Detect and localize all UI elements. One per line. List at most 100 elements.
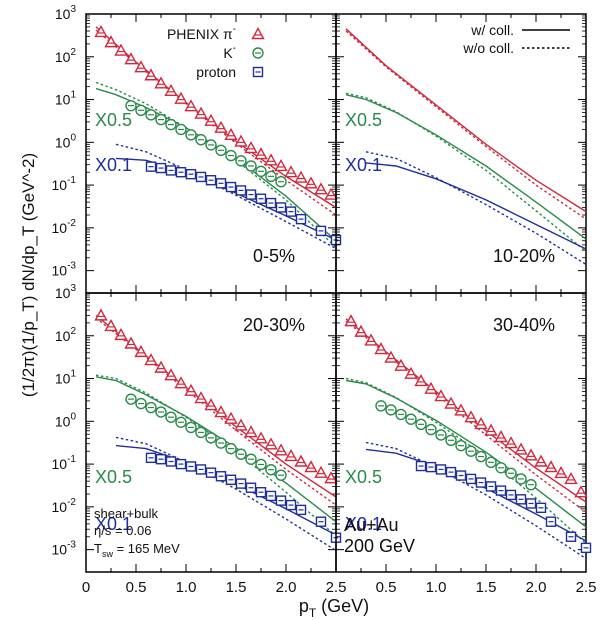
- proton-curve-dotted: [115, 436, 336, 552]
- param-text-shear-bulk: shear+bulk: [94, 506, 158, 521]
- x-tick-label: 0.5: [126, 579, 147, 596]
- system-label-collision: Au+Au: [344, 515, 399, 535]
- pion-point: [224, 127, 238, 140]
- pion-point: [314, 465, 328, 478]
- pion-point: [184, 99, 198, 112]
- y-tick-label: 10-1: [52, 175, 77, 193]
- pion-point: [254, 147, 268, 160]
- pion-point: [214, 405, 228, 418]
- pion-point: [104, 318, 118, 332]
- pion-point: [274, 159, 288, 172]
- pion-point: [434, 389, 448, 402]
- proton-curve-dotted: [365, 441, 586, 560]
- x-axis-label-sub: T: [309, 606, 317, 620]
- pion-point: [144, 68, 158, 81]
- pion-point: [304, 176, 318, 189]
- pion-curve-solid: [345, 28, 586, 213]
- proton-scale-label: X0.1: [95, 155, 132, 175]
- pion-point: [294, 454, 308, 467]
- y-tick-label: 101: [55, 90, 77, 108]
- legend-label-kaon: K-: [223, 43, 236, 61]
- pion-point: [524, 448, 538, 461]
- pion-point: [154, 360, 168, 373]
- y-tick-label: 103: [55, 283, 77, 301]
- pion-point: [344, 314, 358, 327]
- pion-point: [564, 471, 578, 485]
- panel-30-40%: 30-40% X0.5 X0.1: [335, 292, 592, 573]
- x-tick-label: 2.5: [326, 579, 347, 596]
- pion-point: [484, 423, 498, 436]
- data-markers: [344, 314, 592, 554]
- kaon-curve-solid: [95, 376, 336, 523]
- proton-curve-solid: [365, 162, 586, 250]
- pion-point: [274, 443, 288, 456]
- y-tick-label: 10-2: [52, 497, 77, 515]
- pion-point: [464, 410, 478, 423]
- proton-curve-dotted: [365, 151, 586, 265]
- data-markers: [94, 308, 342, 543]
- x-axis-label: pT (GeV): [299, 596, 369, 620]
- kaon-curve-solid: [345, 94, 586, 240]
- pion-point: [444, 396, 458, 409]
- x-tick-label: 1.5: [476, 579, 497, 596]
- proton-scale-label: X0.1: [345, 514, 382, 534]
- x-tick-label: 1.5: [226, 579, 247, 596]
- kaon-curve-dotted: [345, 377, 586, 544]
- y-tick-label: 103: [55, 4, 77, 22]
- proton-scale-label: X0.1: [95, 514, 132, 534]
- legend-lines: w/ coll. w/o coll.: [462, 22, 570, 56]
- x-axis-label-unit: (GeV): [316, 596, 369, 616]
- pion-point: [264, 153, 278, 166]
- pion-point: [174, 91, 188, 104]
- panel-frame: [85, 13, 337, 294]
- pion-point: [294, 170, 308, 183]
- kaon-scale-label: X0.5: [95, 110, 132, 130]
- y-tick-label: 10-2: [52, 218, 77, 236]
- param-text-tsw: Tsw = 165 MeV: [94, 541, 180, 559]
- y-tick-label: 102: [55, 326, 77, 344]
- pion-point: [354, 324, 368, 337]
- x-tick-label: 0.5: [376, 579, 397, 596]
- curves: [345, 28, 586, 265]
- kaon-curve-solid: [345, 379, 586, 528]
- pion-point: [204, 113, 218, 126]
- pion-point: [194, 106, 208, 119]
- pion-point: [114, 327, 128, 341]
- pion-point: [134, 60, 148, 73]
- y-tick-label: 10-3: [52, 540, 77, 558]
- pion-point: [154, 76, 168, 89]
- legend-points: PHENIX π-K-proton: [167, 24, 265, 80]
- system-label-energy: 200 GeV: [344, 536, 415, 556]
- y-tick-label: 100: [55, 411, 77, 429]
- pion-point: [544, 460, 558, 473]
- kaon-curve-dotted: [345, 92, 586, 253]
- pion-point: [414, 373, 428, 387]
- pion-point: [194, 391, 208, 404]
- pion-point: [204, 398, 218, 411]
- y-tick-label: 100: [55, 132, 77, 150]
- x-tick-label: 0: [82, 579, 90, 596]
- x-tick-label: 2.0: [526, 579, 547, 596]
- pion-point: [104, 35, 118, 48]
- pion-point: [244, 140, 258, 154]
- pion-point: [324, 187, 338, 200]
- pion-point: [454, 403, 468, 416]
- centrality-label: 30-40%: [493, 315, 555, 335]
- pion-point: [514, 442, 528, 455]
- panel-20-30%: 20-30% X0.5 X0.1: [85, 292, 342, 573]
- pion-point: [364, 333, 378, 346]
- y-tick-label: 10-3: [52, 261, 77, 279]
- pion-point: [324, 471, 338, 484]
- pion-point: [404, 366, 418, 379]
- pion-point: [214, 120, 228, 133]
- pion-curve-dotted: [95, 29, 336, 216]
- pion-point: [504, 436, 518, 449]
- legend-label-pion: PHENIX π-: [167, 24, 236, 42]
- pion-point: [284, 165, 298, 178]
- pion-point: [164, 368, 178, 381]
- pion-point: [574, 485, 588, 498]
- proton-scale-label: X0.1: [345, 155, 382, 175]
- pion-point: [124, 336, 138, 349]
- y-tick-label: 102: [55, 47, 77, 65]
- y-axis-label-text: (1/2π)(1/p_T) dN/dp_T (GeV^-2): [19, 153, 38, 397]
